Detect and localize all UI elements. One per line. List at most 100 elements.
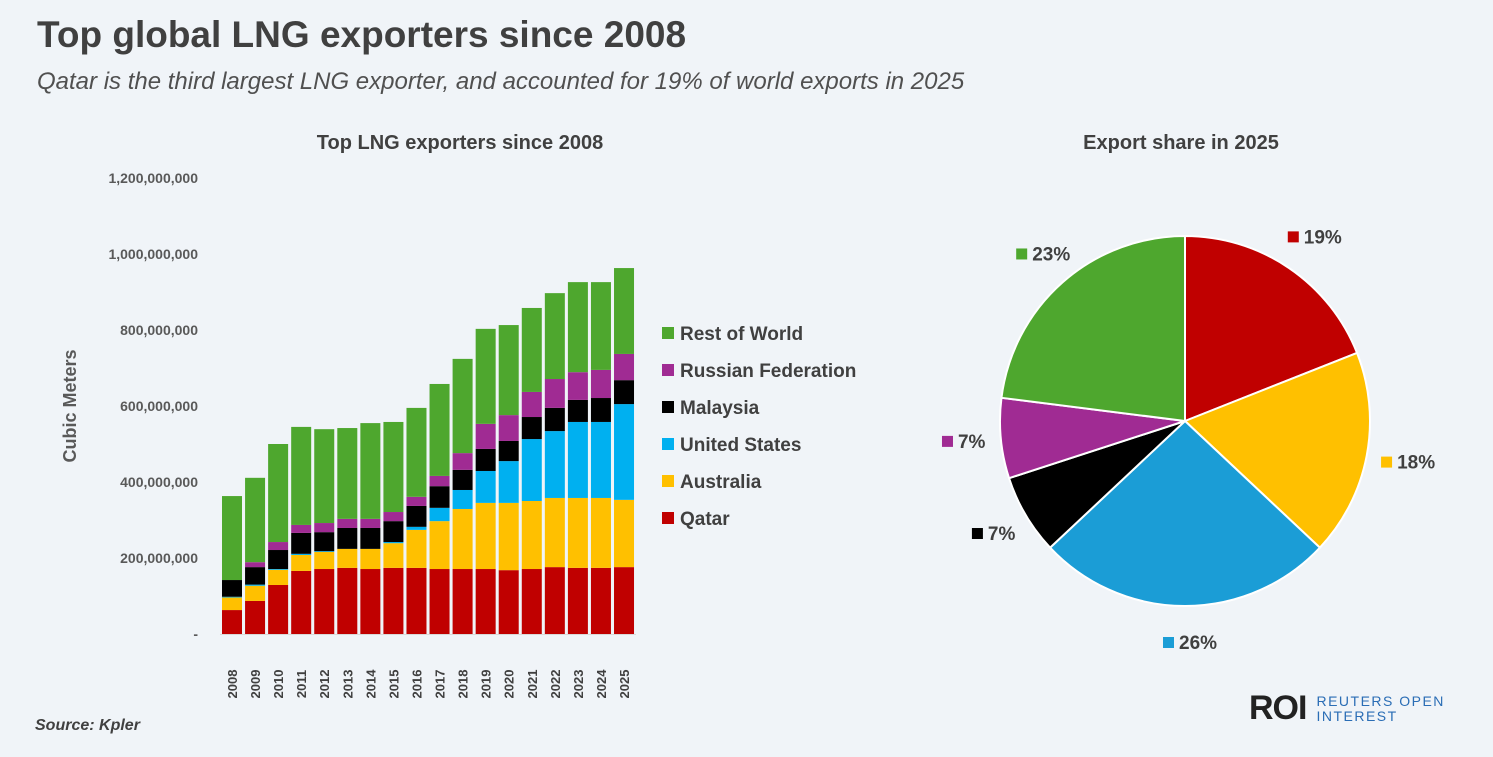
bar-segment-malaysia xyxy=(475,448,496,471)
bar-segment-malaysia xyxy=(590,398,611,422)
legend-swatch xyxy=(662,438,674,450)
logo-line-2: INTEREST xyxy=(1316,707,1398,724)
pie-data-label: 18% xyxy=(1397,453,1435,474)
bar-segment-australia xyxy=(314,551,335,570)
logo-line-1: REUTERS OPEN xyxy=(1316,692,1445,709)
pie-label-swatch xyxy=(1381,456,1393,468)
bar-segment-united-states xyxy=(614,404,635,500)
bar-segment-malaysia xyxy=(521,417,542,440)
bar-segment-malaysia xyxy=(245,567,266,585)
bar-segment-united-states xyxy=(567,421,588,498)
legend-swatch xyxy=(662,512,674,524)
bar-segment-qatar xyxy=(291,570,312,634)
pie-label-swatch xyxy=(1287,231,1299,243)
pie-label-swatch xyxy=(971,528,983,540)
y-tick-label: 800,000,000 xyxy=(120,322,198,338)
bar-segment-malaysia xyxy=(268,550,289,570)
y-tick-label: 1,200,000,000 xyxy=(108,170,198,186)
bar-segment-qatar xyxy=(590,567,611,634)
legend-swatch xyxy=(662,364,674,376)
x-tick-label: 2017 xyxy=(433,670,448,699)
bar-segment-rest-of-world xyxy=(222,496,242,581)
bar-segment-malaysia xyxy=(429,486,450,508)
legend-label: Qatar xyxy=(680,509,730,530)
bar-segment-australia xyxy=(245,585,266,601)
bar-segment-united-states xyxy=(498,461,519,503)
bar-segment-rest-of-world xyxy=(383,421,404,513)
y-axis: - 200,000,000 400,000,000 600,000,000 800,00… xyxy=(108,170,636,642)
bar-segment-united-states xyxy=(544,431,565,498)
pie-data-label: 26% xyxy=(1179,633,1217,654)
bar-segment-australia xyxy=(567,497,588,568)
bar-segment-australia xyxy=(614,499,635,568)
bar-segment-malaysia xyxy=(498,440,519,462)
bar-segment-qatar xyxy=(337,567,358,634)
y-tick-label: 200,000,000 xyxy=(120,550,198,566)
bar-segment-australia xyxy=(383,543,404,568)
bar-segment-russian-federation xyxy=(429,475,450,487)
bar-segment-russian-federation xyxy=(544,379,565,408)
page-subtitle: Qatar is the third largest LNG exporter,… xyxy=(37,68,965,95)
legend-label: Malaysia xyxy=(680,398,760,419)
y-axis-label: Cubic Meters xyxy=(60,349,80,462)
bar-segment-qatar xyxy=(268,584,289,634)
bar-segment-united-states xyxy=(268,569,289,570)
y-tick-label: - xyxy=(193,626,198,642)
bar-segment-rest-of-world xyxy=(521,307,542,392)
bar-segment-united-states xyxy=(590,421,611,498)
bar-segment-united-states xyxy=(291,553,312,555)
x-tick-label: 2011 xyxy=(294,670,309,698)
bar-segment-malaysia xyxy=(314,532,335,552)
bar-plot-area xyxy=(222,268,635,634)
pie-data-label: 23% xyxy=(1032,244,1070,265)
x-tick-label: 2014 xyxy=(363,669,378,699)
bar-segment-qatar xyxy=(222,610,242,634)
bar-segment-rest-of-world xyxy=(406,407,427,497)
bar-segment-russian-federation xyxy=(475,423,496,449)
bar-segment-malaysia xyxy=(222,580,242,597)
x-tick-label: 2016 xyxy=(409,670,424,699)
bar-segment-russian-federation xyxy=(291,524,312,533)
pie-slice-rest-of-world xyxy=(1000,234,1186,423)
y-tick-label: 1,000,000,000 xyxy=(108,246,198,262)
bar-segment-malaysia xyxy=(406,505,427,527)
x-tick-label: 2024 xyxy=(594,669,609,699)
bar-segment-united-states xyxy=(429,507,450,522)
bar-segment-rest-of-world xyxy=(544,293,565,380)
bar-segment-malaysia xyxy=(614,380,635,405)
bar-segment-australia xyxy=(222,597,242,611)
bar-segment-united-states xyxy=(475,470,496,503)
bar-segment-united-states xyxy=(406,526,427,530)
bar-segment-russian-federation xyxy=(590,369,611,399)
bar-segment-russian-federation xyxy=(314,523,335,533)
bar-segment-australia xyxy=(406,529,427,568)
bar-segment-qatar xyxy=(498,570,519,634)
bar-segment-russian-federation xyxy=(245,562,266,568)
bar-segment-united-states xyxy=(521,439,542,501)
pie-slice-australia xyxy=(1183,351,1371,550)
bar-segment-australia xyxy=(452,508,473,570)
bar-segment-russian-federation xyxy=(567,372,588,400)
page-title: Top global LNG exporters since 2008 xyxy=(37,14,687,55)
bar-segment-qatar xyxy=(452,569,473,634)
pie-data-label: 19% xyxy=(1304,227,1342,248)
bar-segment-rest-of-world xyxy=(268,444,289,543)
bar-segment-rest-of-world xyxy=(498,325,519,416)
x-tick-label: 2009 xyxy=(248,670,263,699)
bar-segment-malaysia xyxy=(360,527,381,549)
legend-swatch xyxy=(662,475,674,487)
bar-segment-australia xyxy=(337,548,358,568)
bar-segment-rest-of-world xyxy=(337,428,358,519)
bar-segment-australia xyxy=(590,497,611,568)
bar-segment-malaysia xyxy=(567,399,588,422)
x-tick-label: 2025 xyxy=(617,670,632,699)
pie-label-swatch xyxy=(941,435,953,447)
bar-segment-qatar xyxy=(521,569,542,634)
legend-swatch xyxy=(662,327,674,339)
bar-segment-rest-of-world xyxy=(452,358,473,454)
bar-segment-russian-federation xyxy=(268,542,289,551)
pie-data-label: 7% xyxy=(958,432,986,453)
bar-segment-russian-federation xyxy=(521,391,542,418)
x-tick-label: 2022 xyxy=(548,670,563,699)
legend-label: Australia xyxy=(680,472,762,493)
